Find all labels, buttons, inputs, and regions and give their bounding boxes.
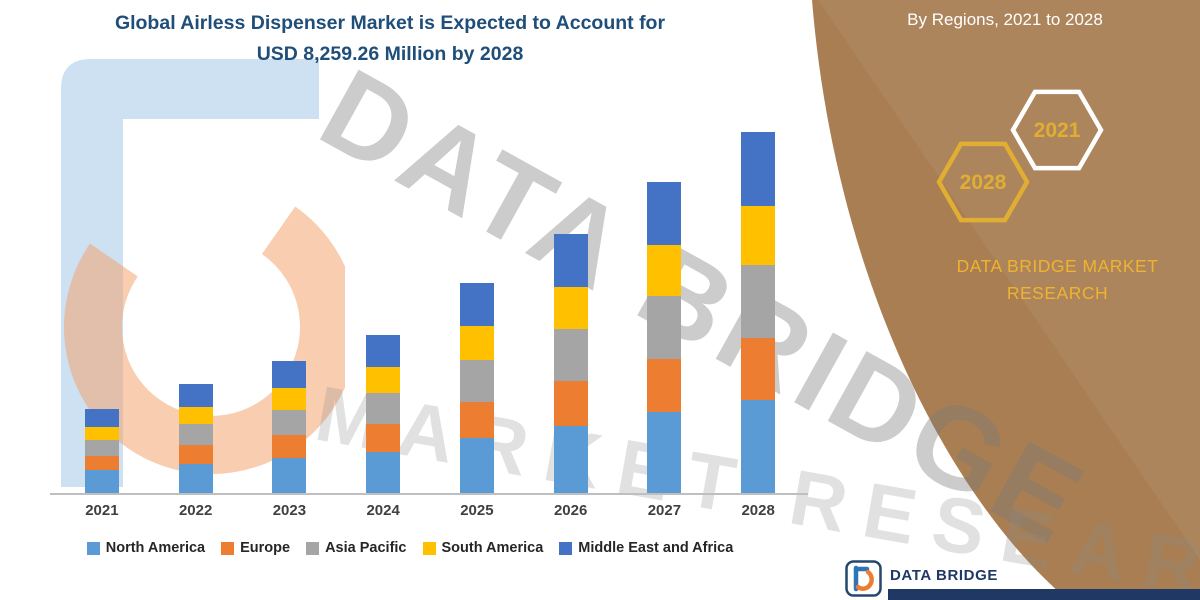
side-panel-brand-line2: RESEARCH	[1006, 283, 1109, 303]
bar-2022-asia_pacific	[178, 424, 213, 446]
bar-2025-middle_east_africa	[459, 283, 494, 327]
x-tick-2026: 2026	[553, 502, 588, 519]
legend-label-asia_pacific: Asia Pacific	[325, 540, 407, 556]
bar-2022-europe	[178, 445, 213, 465]
bar-2021-north_america	[84, 470, 119, 493]
bar-2025-north_america	[459, 438, 494, 493]
legend-item-north_america: North America	[86, 540, 206, 556]
bar-2028-middle_east_africa	[741, 132, 776, 207]
bar-2028-south_america	[741, 206, 776, 266]
bar-2023-asia_pacific	[272, 409, 307, 436]
bar-2028	[741, 132, 776, 493]
legend-item-asia_pacific: Asia Pacific	[306, 540, 407, 556]
bar-2021-europe	[84, 455, 119, 471]
bar-2021	[84, 409, 119, 493]
legend-label-south_america: South America	[441, 540, 544, 556]
bar-2027-asia_pacific	[647, 296, 682, 359]
chart-title: Global Airless Dispenser Market is Expec…	[55, 8, 725, 70]
chart-legend: North America Europe Asia Pacific South Ame…	[20, 540, 800, 556]
bar-2022	[178, 384, 213, 493]
bar-2026-middle_east_africa	[553, 234, 588, 287]
bar-2026	[553, 234, 588, 493]
bar-2027-south_america	[647, 245, 682, 297]
bar-2021-middle_east_africa	[84, 409, 119, 427]
side-panel-brand-line1: DATA BRIDGE MARKET	[956, 256, 1159, 276]
bar-2022-south_america	[178, 407, 213, 425]
footer-brand-text: DATA BRIDGE	[890, 567, 998, 584]
year-hexagons: 2028 2021	[936, 89, 1104, 223]
legend-swatch-europe	[221, 541, 235, 555]
legend-label-middle_east_africa: Middle East and Africa	[578, 540, 734, 556]
bar-2022-middle_east_africa	[178, 384, 213, 408]
bar-2021-south_america	[84, 426, 119, 441]
bar-2025-south_america	[459, 326, 494, 361]
bar-2027-north_america	[647, 412, 682, 493]
chart-title-line2: USD 8,259.26 Million by 2028	[256, 43, 524, 65]
bar-2023-middle_east_africa	[272, 361, 307, 389]
x-tick-2024: 2024	[366, 502, 400, 519]
bar-2028-north_america	[741, 399, 776, 493]
side-panel-brand: DATA BRIDGE MARKET RESEARCH	[915, 253, 1200, 307]
bar-2028-europe	[741, 337, 776, 400]
legend-label-europe: Europe	[240, 540, 291, 556]
bar-2026-asia_pacific	[553, 329, 588, 382]
x-axis-line	[50, 493, 808, 495]
x-tick-2027: 2027	[647, 502, 682, 519]
legend-item-south_america: South America	[422, 540, 544, 556]
legend-swatch-south_america	[422, 541, 436, 555]
bar-2024	[366, 334, 401, 493]
x-tick-2028: 2028	[741, 502, 775, 519]
bar-2023-south_america	[272, 388, 307, 410]
bar-2024-asia_pacific	[366, 393, 401, 425]
side-panel-heading: By Regions, 2021 to 2028	[907, 10, 1103, 29]
x-tick-2023: 2023	[272, 502, 307, 519]
bar-2022-north_america	[178, 464, 213, 493]
bar-2024-europe	[366, 424, 401, 452]
bar-2027-europe	[647, 358, 682, 413]
legend-item-europe: Europe	[221, 540, 290, 556]
legend-swatch-middle_east_africa	[559, 541, 573, 555]
bar-2026-north_america	[553, 425, 588, 493]
bar-2024-middle_east_africa	[366, 334, 401, 368]
legend-item-middle_east_africa: Middle East and Africa	[559, 540, 733, 556]
bar-2023-north_america	[272, 458, 307, 493]
bar-2025	[459, 283, 494, 493]
bar-2026-europe	[553, 381, 588, 426]
bar-2023	[272, 361, 307, 493]
x-tick-2022: 2022	[178, 502, 213, 519]
hexagon-2021	[1010, 89, 1104, 171]
legend-label-north_america: North America	[105, 540, 206, 556]
legend-swatch-asia_pacific	[306, 541, 320, 555]
bar-2024-south_america	[366, 367, 401, 394]
bar-2025-europe	[459, 402, 494, 439]
footer-navy-bar	[888, 589, 1200, 600]
bar-2023-europe	[272, 435, 307, 459]
hexagon-2021-label: 2021	[1034, 119, 1081, 142]
legend-swatch-north_america	[86, 541, 100, 555]
x-tick-2021: 2021	[85, 502, 119, 519]
x-axis-labels: 2021 2022 2023 2024 2025 2026 2027 2028	[55, 502, 805, 524]
bar-2028-asia_pacific	[741, 265, 776, 338]
bar-2026-south_america	[553, 286, 588, 330]
bar-2021-asia_pacific	[84, 440, 119, 456]
chart-title-line1: Global Airless Dispenser Market is Expec…	[114, 12, 666, 34]
hexagon-2028	[936, 141, 1030, 223]
bar-2027-middle_east_africa	[647, 181, 682, 246]
x-tick-2025: 2025	[460, 502, 494, 519]
bar-2027	[647, 181, 682, 493]
stacked-bar-plot	[55, 100, 805, 493]
footer-logo-icon	[845, 560, 882, 597]
bar-2025-asia_pacific	[459, 360, 494, 403]
bar-2024-north_america	[366, 451, 401, 493]
hexagon-2028-label: 2028	[960, 171, 1007, 194]
